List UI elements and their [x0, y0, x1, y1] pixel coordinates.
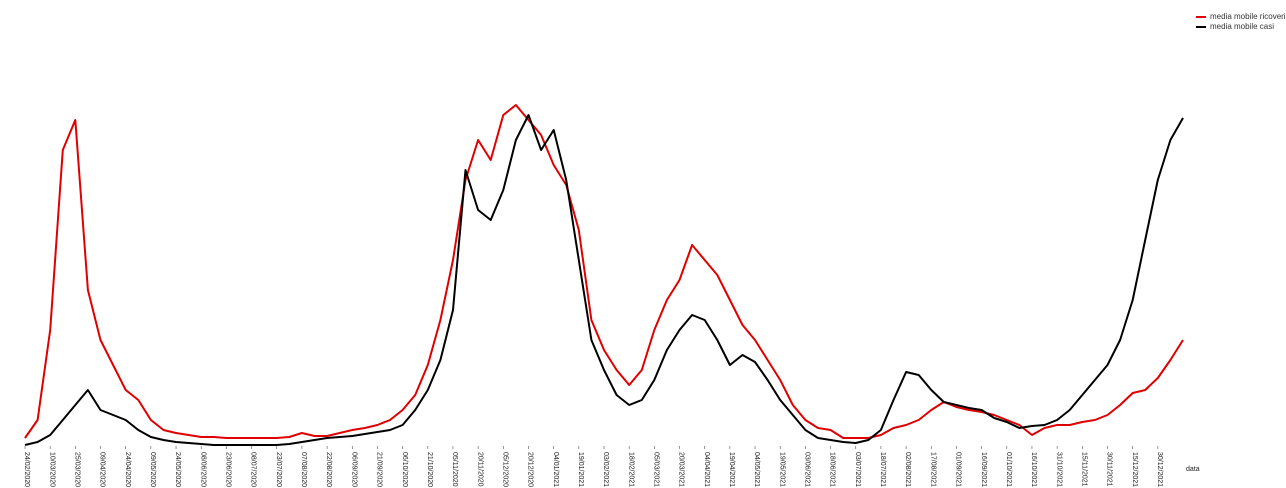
x-tick-label: 23/07/2020 [275, 452, 282, 487]
x-tick-label: 15/11/2021 [1080, 452, 1087, 487]
x-tick-label: 10/03/2020 [48, 452, 55, 487]
x-tick-label: 08/07/2020 [250, 452, 257, 487]
line-series [24, 114, 1184, 446]
legend-label: media mobile ricoveri [1210, 12, 1286, 21]
x-axis-label: data [1186, 466, 1200, 473]
x-tick-label: 05/03/2021 [653, 452, 660, 487]
x-tick-label: 04/05/2021 [753, 452, 760, 487]
x-tick-label: 21/10/2020 [426, 452, 433, 487]
x-tick-label: 17/08/2021 [929, 452, 936, 487]
x-tick-label: 18/06/2021 [829, 452, 836, 487]
x-tick-label: 06/09/2020 [350, 452, 357, 487]
x-tick-label: 21/09/2020 [376, 452, 383, 487]
x-tick-label: 05/11/2020 [451, 452, 458, 487]
x-tick-label: 01/09/2021 [955, 452, 962, 487]
x-tick-label: 30/12/2021 [1156, 452, 1163, 487]
x-tick-label: 03/07/2021 [854, 452, 861, 487]
x-tick-label: 09/04/2020 [99, 452, 106, 487]
x-tick-label: 20/03/2021 [678, 452, 685, 487]
x-tick-label: 08/06/2020 [199, 452, 206, 487]
legend-label: media mobile casi [1210, 22, 1274, 31]
x-tick-label: 24/02/2020 [23, 452, 30, 487]
x-tick-label: 23/06/2020 [225, 452, 232, 487]
x-tick-label: 18/07/2021 [879, 452, 886, 487]
x-tick-label: 07/08/2020 [300, 452, 307, 487]
x-tick-label: 02/08/2021 [904, 452, 911, 487]
x-tick-label: 06/10/2020 [401, 452, 408, 487]
x-tick-label: 24/04/2020 [124, 452, 131, 487]
x-tick-label: 01/10/2021 [1005, 452, 1012, 487]
x-tick-label: 16/10/2021 [1030, 452, 1037, 487]
x-tick-label: 03/02/2021 [602, 452, 609, 487]
x-tick-label: 05/12/2020 [501, 452, 508, 487]
x-tick-label: 19/05/2021 [778, 452, 785, 487]
x-tick-label: 22/08/2020 [325, 452, 332, 487]
x-tick-label: 20/11/2020 [476, 452, 483, 487]
x-tick-label: 04/01/2021 [552, 452, 559, 487]
x-tick-label: 03/06/2021 [804, 452, 811, 487]
x-tick-label: 25/03/2020 [74, 452, 81, 487]
x-tick-label: 09/05/2020 [149, 452, 156, 487]
x-tick-label: 16/09/2021 [980, 452, 987, 487]
x-tick-label: 24/05/2020 [174, 452, 181, 487]
x-tick-label: 19/01/2021 [577, 452, 584, 487]
x-tick-label: 31/10/2021 [1055, 452, 1062, 487]
x-tick-label: 20/12/2020 [527, 452, 534, 487]
x-tick-label: 19/04/2021 [728, 452, 735, 487]
line-series [24, 104, 1184, 439]
x-tick-label: 18/02/2021 [627, 452, 634, 487]
x-tick-label: 30/11/2021 [1106, 452, 1113, 487]
x-tick-label: 04/04/2021 [703, 452, 710, 487]
x-tick-label: 15/12/2021 [1131, 452, 1138, 487]
